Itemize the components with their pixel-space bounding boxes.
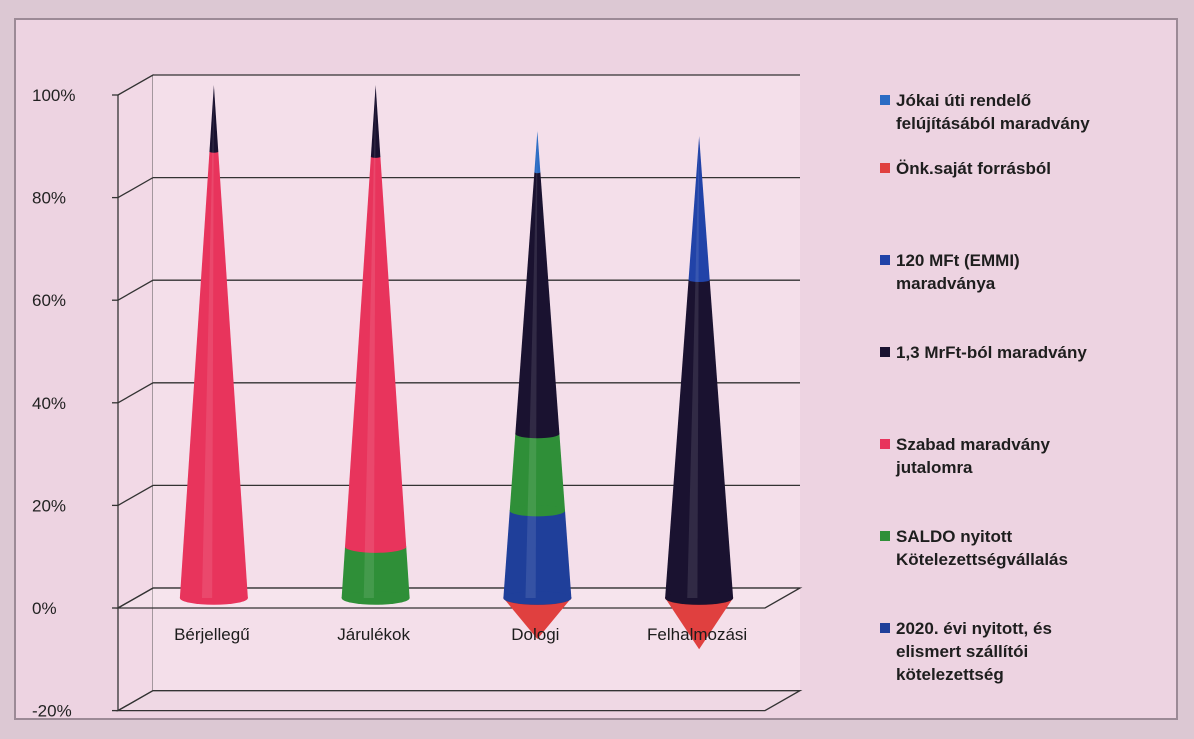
cone-segment	[209, 85, 219, 152]
cone-segment-base	[509, 505, 566, 517]
legend-swatch	[880, 255, 890, 265]
gridline	[117, 484, 800, 506]
gridline	[117, 279, 800, 301]
cone-segment-negative	[665, 598, 734, 650]
cone-highlight	[525, 131, 538, 599]
cone-segment-negative	[503, 598, 572, 640]
bottom-floor	[115, 689, 803, 712]
x-category-label: Felhalmozási	[647, 625, 747, 644]
gridline	[117, 382, 800, 404]
cone-segment-base	[209, 150, 219, 153]
cone-series	[179, 85, 734, 650]
cone-segment	[688, 136, 710, 280]
legend-swatch	[880, 531, 890, 541]
gridline	[117, 176, 800, 199]
cone-highlight	[201, 85, 214, 598]
legend-label: 2020. évi nyitott, és	[896, 619, 1052, 638]
legend-label: Önk.saját forrásból	[896, 159, 1051, 178]
legend-label: elismert szállítói	[896, 642, 1028, 661]
legend-label: jutalomra	[895, 458, 973, 477]
cone-segment-base	[345, 540, 407, 553]
cone-segment-base	[665, 591, 734, 605]
y-tick-label: -20%	[32, 702, 72, 721]
legend-label: 1,3 MrFt-ból maradvány	[896, 343, 1087, 362]
cone-segment-base	[688, 277, 710, 283]
legend-label: Jókai úti rendelő	[896, 91, 1031, 110]
cone-segment-base	[341, 591, 410, 605]
cone-highlight	[363, 85, 376, 598]
cone-segment	[665, 279, 734, 598]
chart-floor	[115, 587, 803, 712]
cone-segment	[370, 85, 381, 157]
y-tick-label: 40%	[32, 394, 66, 413]
legend-label: felújításából maradvány	[896, 114, 1090, 133]
legend-swatch	[880, 439, 890, 449]
cone-segment	[515, 172, 560, 434]
legend-label: Kötelezettségvállalás	[896, 550, 1068, 569]
x-axis-categories: Bérjellegű Járulékok Dologi Felhalmozási	[174, 625, 747, 644]
legend-label: kötelezettség	[896, 665, 1004, 684]
legend-swatch	[880, 95, 890, 105]
cone-segment-base	[515, 429, 560, 439]
y-axis-ticks: -20% 0% 20% 40% 60% 80% 100%	[32, 86, 119, 721]
cone-segment	[509, 433, 566, 511]
cone-segment	[179, 151, 248, 598]
cone-segment-base	[534, 171, 541, 174]
cone-segment-base	[370, 155, 381, 158]
legend-swatch	[880, 163, 890, 173]
y-tick-label: 0%	[32, 599, 57, 618]
y-tick-label: 80%	[32, 189, 66, 208]
cone-segment-base	[179, 591, 248, 605]
x-category-label: Dologi	[511, 625, 559, 644]
legend-label: maradványa	[896, 274, 996, 293]
legend-swatch	[880, 623, 890, 633]
cone-segment	[503, 510, 572, 598]
gridline	[117, 74, 800, 96]
legend-label: 120 MFt (EMMI)	[896, 251, 1020, 270]
legend-label: Szabad maradvány	[896, 435, 1051, 454]
y-tick-label: 20%	[32, 496, 66, 515]
y-tick-label: 60%	[32, 291, 66, 310]
cone-segment	[534, 131, 541, 173]
x-category-label: Járulékok	[337, 625, 410, 644]
y-tick-label: 100%	[32, 86, 75, 105]
legend-swatch	[880, 347, 890, 357]
cone-segment	[341, 546, 410, 598]
cone-segment-base	[503, 591, 572, 605]
legend-label: SALDO nyitott	[896, 527, 1012, 546]
x-category-label: Bérjellegű	[174, 625, 250, 644]
legend: Jókai úti rendelő felújításából maradvány…	[880, 91, 1090, 684]
cone-highlight	[687, 136, 700, 599]
cone-segment	[345, 156, 407, 547]
